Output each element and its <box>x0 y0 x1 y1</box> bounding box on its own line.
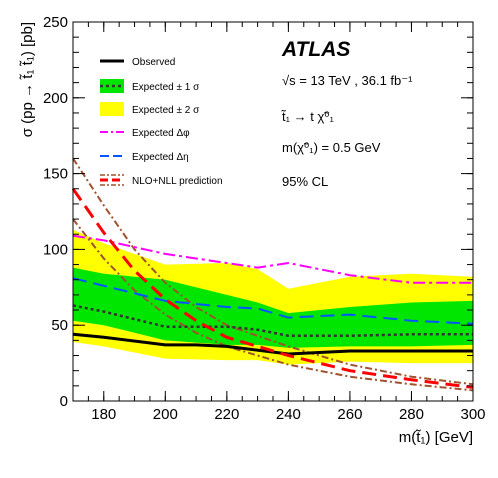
theory-line <box>71 187 474 389</box>
x-tick-label: 180 <box>91 406 116 423</box>
y-tick-label: 100 <box>43 241 68 258</box>
expected-deta-line <box>72 277 474 325</box>
y-tick-label: 200 <box>43 90 68 107</box>
mass-annotation: m(χ̃⁰₁) = 0.5 GeV <box>282 140 381 155</box>
x-tick-label: 200 <box>153 406 178 423</box>
series-lines <box>71 157 474 392</box>
legend: Observed Expected ± 1 σ Expected ± 2 σ Expe… <box>100 57 223 187</box>
y-tick-label: 150 <box>43 166 68 183</box>
decay-annotation: t̃₁ → t χ̃⁰₁ <box>281 109 335 124</box>
cl-annotation: 95% CL <box>282 174 328 189</box>
legend-label: Expected Δφ <box>132 128 190 139</box>
x-tick-label: 280 <box>399 406 424 423</box>
expected-line <box>72 304 473 338</box>
x-tick-label: 300 <box>460 406 485 423</box>
theory-lower-line <box>72 218 474 392</box>
y-tick-label: 0 <box>60 393 68 410</box>
x-tick-label: 240 <box>276 406 301 423</box>
theory-upper-line <box>72 157 474 386</box>
x-tick-label: 220 <box>214 406 239 423</box>
legend-label: Expected ± 2 σ <box>132 105 200 116</box>
axis-ticks: 180 200 220 240 260 280 300 0 50 100 150 200 250 <box>43 14 486 423</box>
x-axis-title: m(t̃₁) [GeV] <box>399 429 473 446</box>
expected-dphi-line <box>72 234 473 284</box>
atlas-brand: ATLAS <box>281 38 350 61</box>
energy-annotation: √s = 13 TeV , 36.1 fb⁻¹ <box>282 73 413 88</box>
y-axis-title: σ (pp → t̃₁ t̃₁) [pb] <box>19 22 36 137</box>
y-tick-label: 250 <box>43 14 68 31</box>
expected-bands <box>73 229 473 365</box>
legend-swatch-band-2sigma <box>100 102 124 116</box>
legend-label: NLO+NLL prediction <box>132 176 223 187</box>
x-tick-label: 260 <box>337 406 362 423</box>
legend-label: Expected ± 1 σ <box>132 82 200 93</box>
legend-label: Expected Δη <box>132 152 189 163</box>
legend-label: Observed <box>132 57 175 68</box>
y-tick-label: 50 <box>51 317 68 334</box>
observed-line <box>72 332 473 356</box>
